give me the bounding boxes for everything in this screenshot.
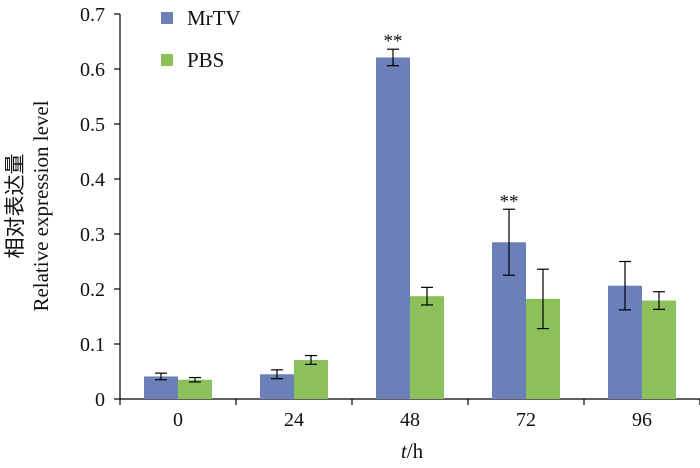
legend-label-mrtv: MrTV	[187, 6, 241, 30]
significance-label: **	[500, 191, 519, 212]
significance-markers: ** **	[384, 31, 519, 212]
x-axis-title: t/h	[401, 439, 424, 463]
bar-pbs-0	[178, 379, 212, 399]
y-tick-label: 0.6	[80, 59, 105, 81]
bar-pbs-96	[642, 300, 676, 399]
legend-swatch-mrtv	[161, 12, 173, 24]
y-tick-label: 0.2	[80, 279, 105, 301]
chart-axes: 0 0.1 0.2 0.3 0.4 0.5 0.6 0.7 0 24 48 72 96	[80, 4, 700, 431]
bar-pbs-48	[410, 296, 444, 399]
y-tick-label: 0.5	[80, 114, 105, 136]
y-axis-title-english: Relative expression level	[29, 100, 53, 311]
legend-swatch-pbs	[161, 54, 173, 66]
y-tick-label: 0.4	[80, 169, 105, 191]
bar-mrtv-48	[376, 57, 410, 399]
y-axis-title-chinese: 相对表达量	[3, 154, 27, 259]
y-tick-label: 0.3	[80, 224, 105, 246]
x-tick-label: 0	[173, 409, 183, 431]
chart-legend: MrTV PBS	[161, 6, 241, 72]
x-tick-label: 96	[632, 409, 652, 431]
x-tick-label: 48	[400, 409, 420, 431]
y-tick-label: 0.1	[80, 334, 105, 356]
bar-mrtv-0	[144, 376, 178, 399]
y-tick-label: 0.7	[80, 4, 105, 26]
bar-pbs-24	[294, 359, 328, 399]
y-tick-label: 0	[95, 389, 105, 411]
error-bars	[155, 48, 665, 383]
legend-label-pbs: PBS	[187, 48, 224, 72]
x-tick-label: 24	[284, 409, 304, 431]
significance-label: **	[384, 31, 403, 52]
chart-bars	[144, 57, 676, 399]
x-tick-label: 72	[516, 409, 536, 431]
